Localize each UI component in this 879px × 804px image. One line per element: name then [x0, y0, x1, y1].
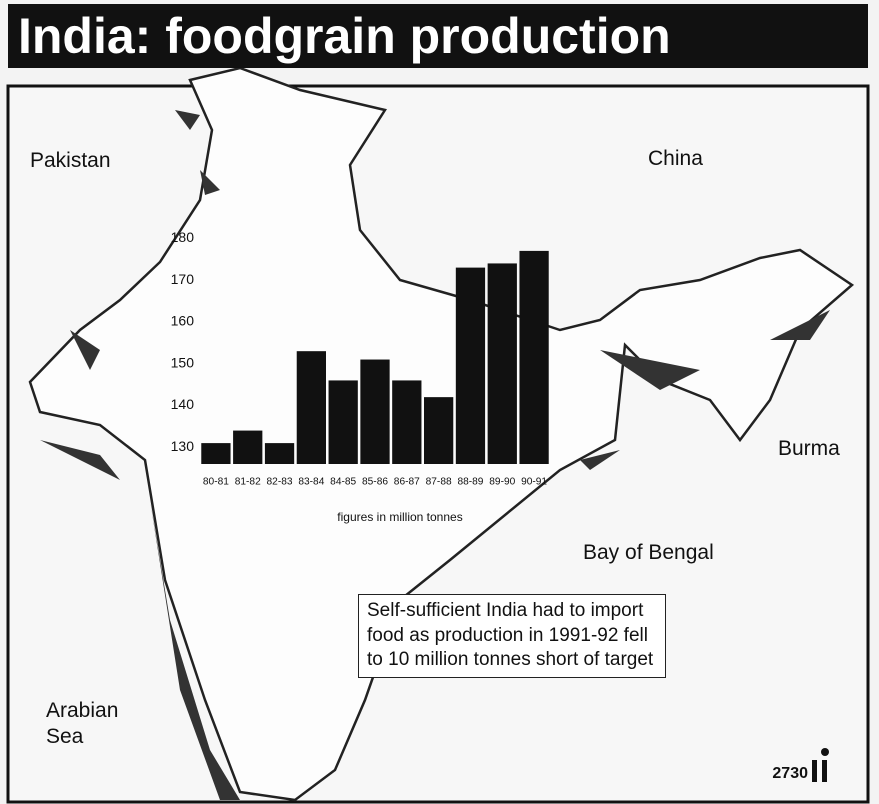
bar: [233, 430, 263, 464]
map-label: Pakistan: [30, 149, 111, 172]
annotation: Self-sufficient India had to import food…: [358, 594, 666, 679]
x-tick-label: 90-91: [521, 477, 547, 488]
x-tick-label: 82-83: [267, 477, 293, 488]
bar: [424, 397, 454, 464]
x-tick-label: 80-81: [203, 477, 229, 488]
y-tick-label: 130: [171, 438, 195, 454]
bar: [328, 380, 358, 464]
x-tick-label: 81-82: [235, 477, 261, 488]
y-tick-label: 140: [171, 396, 195, 412]
logo: [812, 748, 829, 782]
map-label: Arabian Sea: [46, 699, 119, 749]
bar: [455, 267, 486, 464]
bar: [264, 443, 295, 464]
bar: [201, 443, 231, 464]
x-tick-label: 85-86: [362, 477, 388, 488]
x-tick-label: 84-85: [330, 477, 356, 488]
credit: 2730: [772, 765, 808, 782]
x-tick-label: 88-89: [457, 477, 483, 488]
x-tick-label: 89-90: [489, 477, 515, 488]
y-tick-label: 170: [171, 271, 195, 287]
y-tick-label: 180: [171, 229, 195, 245]
x-tick-label: 83-84: [298, 477, 324, 488]
bar: [360, 359, 390, 464]
x-tick-label: 86-87: [394, 477, 420, 488]
bar: [296, 351, 326, 464]
bar: [519, 250, 549, 464]
map-label: Burma: [778, 437, 840, 460]
y-tick-label: 160: [171, 313, 195, 329]
bar: [487, 263, 517, 464]
map-label: China: [648, 147, 703, 170]
chart-title: India: foodgrain production: [8, 4, 868, 68]
y-tick-label: 150: [171, 354, 195, 370]
bar: [392, 380, 422, 464]
map-label: Bay of Bengal: [583, 541, 714, 564]
x-tick-label: 87-88: [426, 477, 452, 488]
chart-note: figures in million tonnes: [337, 510, 462, 524]
